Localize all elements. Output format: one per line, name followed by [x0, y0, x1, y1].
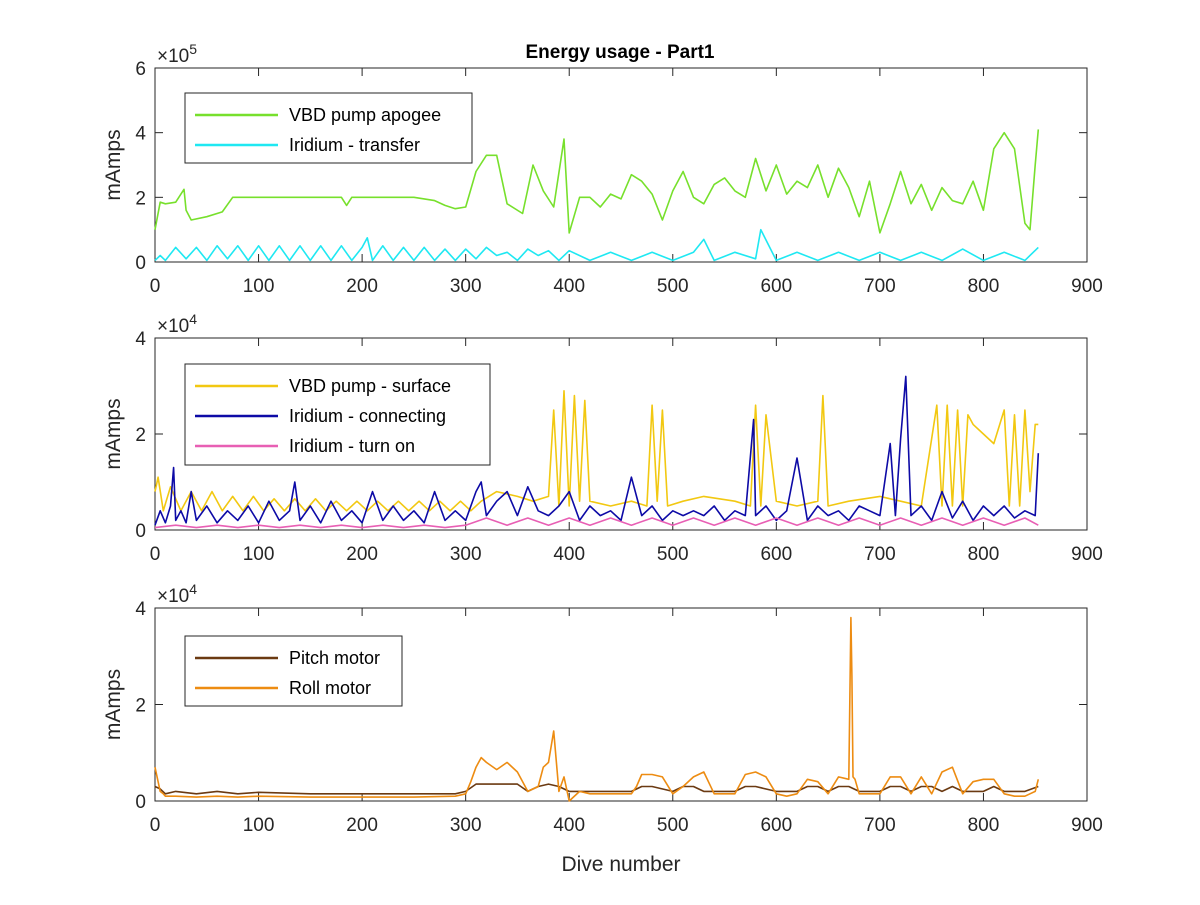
- y-axis-label: mAmps: [102, 129, 125, 200]
- subplot-1: 0 100 200 300 400 500 600 700 800 900 0 2 4 6 ×105 mAmp…: [102, 41, 1103, 297]
- x-tick-label: 0: [150, 276, 161, 297]
- legend: VBD pump apogee Iridium - transfer: [184, 92, 473, 164]
- x-tick-label: 100: [243, 544, 275, 565]
- y-tick-label: 2: [135, 696, 146, 717]
- y-tick-label: 6: [135, 59, 146, 80]
- x-tick-label: 800: [968, 815, 1000, 836]
- x-tick-label: 400: [553, 544, 585, 565]
- series-line-roll-motor: [154, 616, 1040, 802]
- x-tick-label: 700: [864, 544, 896, 565]
- x-tick-label: 600: [760, 276, 792, 297]
- y-tick-label: 2: [135, 188, 146, 209]
- y-exponent-label: ×104: [157, 581, 197, 607]
- series-line-iridium-transfer: [154, 228, 1039, 262]
- legend-box: [184, 635, 403, 707]
- y-exponent-base: ×10: [157, 586, 189, 607]
- y-tick-label: 0: [135, 521, 146, 542]
- y-exponent-base: ×10: [157, 46, 189, 67]
- y-tick-label: 0: [135, 253, 146, 274]
- x-tick-label: 0: [150, 815, 161, 836]
- legend-label: Iridium - connecting: [289, 406, 446, 426]
- legend-label: Pitch motor: [289, 648, 380, 668]
- y-axis-label: mAmps: [102, 669, 125, 740]
- series-line-pitch-motor: [154, 783, 1039, 795]
- x-tick-label: 600: [760, 544, 792, 565]
- y-exponent-label: ×105: [157, 41, 197, 67]
- x-tick-label: 500: [657, 544, 689, 565]
- y-tick-label: 2: [135, 425, 146, 446]
- y-tick-label: 4: [135, 329, 146, 350]
- y-exponent-label: ×104: [157, 311, 197, 337]
- legend-label: VBD pump apogee: [289, 105, 441, 125]
- legend-box: [184, 92, 473, 164]
- x-tick-label: 0: [150, 544, 161, 565]
- y-tick-label: 4: [135, 599, 146, 620]
- x-tick-label: 300: [450, 544, 482, 565]
- x-tick-label: 700: [864, 276, 896, 297]
- y-axis-label: mAmps: [102, 398, 125, 469]
- legend-label: Iridium - turn on: [289, 436, 415, 456]
- series-line-vbd-pump-surface: [154, 389, 1039, 512]
- x-tick-label: 500: [657, 276, 689, 297]
- series-line-iridium-turn-on: [154, 517, 1039, 529]
- x-axis-label: Dive number: [561, 853, 680, 876]
- legend: VBD pump - surface Iridium - connecting Ir…: [184, 363, 491, 466]
- legend-label: VBD pump - surface: [289, 376, 451, 396]
- x-tick-label: 500: [657, 815, 689, 836]
- subplot-3: 0 100 200 300 400 500 600 700 800 900024×104mAmps…: [102, 581, 1103, 876]
- x-tick-label: 400: [553, 815, 585, 836]
- x-tick-label: 100: [243, 815, 275, 836]
- y-exponent-power: 4: [189, 311, 197, 327]
- legend-label: Roll motor: [289, 678, 371, 698]
- x-tick-label: 200: [346, 276, 378, 297]
- y-tick-label: 4: [135, 124, 146, 145]
- subplot-2: 0 100 200 300 400 500 600 700 800 900024×104mAmps…: [102, 311, 1103, 565]
- legend-label: Iridium - transfer: [289, 135, 420, 155]
- series-line-iridium-connecting: [154, 375, 1040, 526]
- series-line-vbd-pump-apogee: [154, 129, 1040, 234]
- x-tick-label: 200: [346, 544, 378, 565]
- x-tick-label: 800: [968, 276, 1000, 297]
- y-exponent-base: ×10: [157, 316, 189, 337]
- y-exponent-power: 5: [189, 41, 197, 57]
- x-tick-label: 300: [450, 815, 482, 836]
- x-tick-label: 600: [760, 815, 792, 836]
- chart-title: Energy usage - Part1: [525, 42, 714, 63]
- x-tick-label: 300: [450, 276, 482, 297]
- x-tick-label: 900: [1071, 276, 1103, 297]
- legend-box: [184, 363, 491, 466]
- x-tick-label: 400: [553, 276, 585, 297]
- x-tick-label: 900: [1071, 544, 1103, 565]
- y-exponent-power: 4: [189, 581, 197, 597]
- x-tick-label: 700: [864, 815, 896, 836]
- x-tick-label: 200: [346, 815, 378, 836]
- x-tick-label: 100: [243, 276, 275, 297]
- y-tick-label: 0: [135, 792, 146, 813]
- x-tick-label: 900: [1071, 815, 1103, 836]
- legend: Pitch motor Roll motor: [184, 635, 403, 707]
- x-tick-label: 800: [968, 544, 1000, 565]
